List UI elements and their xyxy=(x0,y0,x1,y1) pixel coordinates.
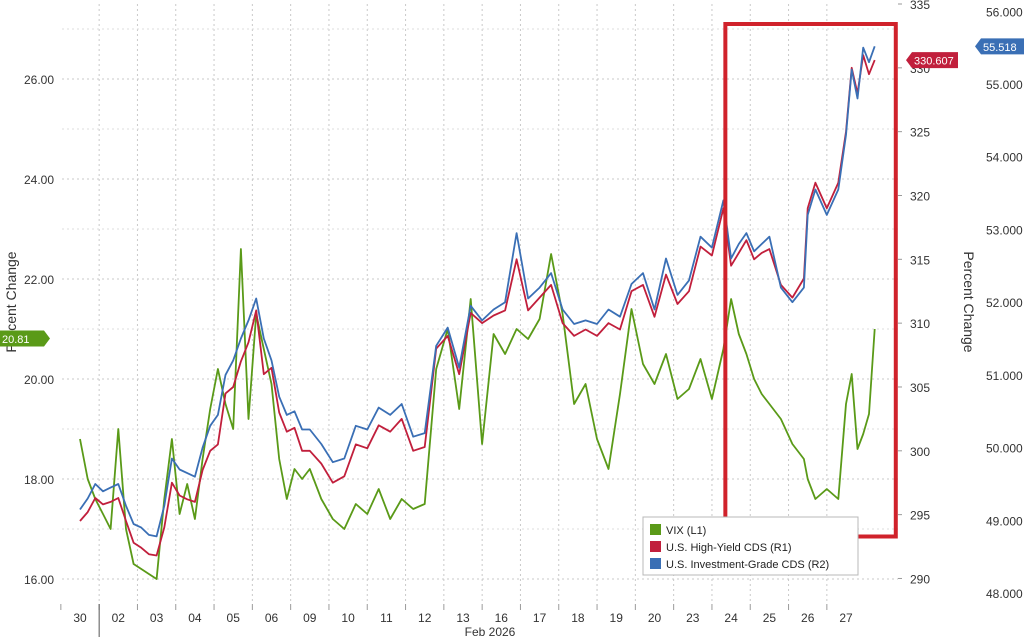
right1-tick-label: 335 xyxy=(910,0,930,12)
x-tick-label: 02 xyxy=(112,611,126,625)
series-line-0 xyxy=(79,248,876,580)
x-tick-label: 13 xyxy=(456,611,470,625)
x-tick-label: 11 xyxy=(380,611,393,625)
right2-tick-label: 49.000 xyxy=(986,514,1023,528)
x-tick-label: 03 xyxy=(150,611,164,625)
x-tick-label: 23 xyxy=(686,611,700,625)
x-tick-label: 09 xyxy=(303,611,317,625)
right2-tick-label: 48.000 xyxy=(986,587,1023,601)
right1-tick-label: 300 xyxy=(910,445,930,459)
series-layer xyxy=(79,45,876,580)
x-tick-label: 18 xyxy=(571,611,585,625)
left-tick-label: 20.00 xyxy=(24,373,54,387)
right1-tick-label: 295 xyxy=(910,509,930,523)
x-tick-label: 24 xyxy=(724,611,738,625)
right2-tick-label: 50.000 xyxy=(986,442,1023,456)
series-line-1 xyxy=(79,54,876,557)
right1-tick-label: 315 xyxy=(910,253,930,267)
legend-label-1: U.S. High-Yield CDS (R1) xyxy=(666,542,792,554)
left-tick-label: 22.00 xyxy=(24,273,54,287)
legend-swatch-1 xyxy=(650,541,661,552)
axes: 30 02 03 04 05 06 09 10 11 12 13 16 17 18 19 20 23 24 25 26… xyxy=(3,0,1023,639)
left-tick-label: 24.00 xyxy=(24,173,54,187)
legend-swatch-0 xyxy=(650,524,661,535)
value-tag-text-0: 20.81 xyxy=(2,334,30,346)
x-tick-label: 19 xyxy=(610,611,624,625)
right2-tick-label: 52.000 xyxy=(986,296,1023,310)
right2-tick-label: 56.000 xyxy=(986,5,1023,19)
right2-tick-label: 53.000 xyxy=(986,223,1023,237)
series-line-2 xyxy=(79,45,876,538)
x-tick-label: 30 xyxy=(73,611,87,625)
left-axis-title: Percent Change xyxy=(3,251,19,352)
value-tag-text-1: 330.607 xyxy=(914,56,954,68)
legend-swatch-2 xyxy=(650,558,661,569)
x-tick-label: 10 xyxy=(341,611,355,625)
right1-tick-label: 325 xyxy=(910,126,930,140)
x-tick-label: 26 xyxy=(801,611,815,625)
value-tags: 20.81 330.607 55.518 xyxy=(0,38,1024,347)
right1-tick-label: 310 xyxy=(910,317,930,331)
left-tick-label: 18.00 xyxy=(24,473,54,487)
value-tag-bg-0 xyxy=(0,330,50,347)
x-tick-label: 25 xyxy=(763,611,777,625)
right1-tick-label: 320 xyxy=(910,189,930,203)
x-tick-label: 05 xyxy=(227,611,241,625)
right2-axis-title: Percent Change xyxy=(961,251,977,352)
value-tag-text-2: 55.518 xyxy=(983,42,1017,54)
grid-lines xyxy=(62,4,898,604)
x-tick-label: 27 xyxy=(839,611,853,625)
x-tick-label: 04 xyxy=(188,611,202,625)
right2-tick-label: 54.000 xyxy=(986,151,1023,165)
right2-tick-label: 55.000 xyxy=(986,78,1023,92)
x-tick-label: 16 xyxy=(495,611,509,625)
legend-label-0: VIX (L1) xyxy=(666,525,706,537)
x-tick-label: 06 xyxy=(265,611,279,625)
right1-tick-label: 305 xyxy=(910,381,930,395)
legend: VIX (L1) U.S. High-Yield CDS (R1) U.S. Inv… xyxy=(642,516,859,576)
x-tick-label: 20 xyxy=(648,611,662,625)
legend-box xyxy=(642,516,859,576)
left-tick-label: 16.00 xyxy=(24,573,54,587)
x-tick-label: 12 xyxy=(418,611,432,625)
left-tick-label: 26.00 xyxy=(24,73,54,87)
x-axis-label: Feb 2026 xyxy=(465,625,516,639)
right1-tick-label: 290 xyxy=(910,572,930,586)
legend-label-2: U.S. Investment-Grade CDS (R2) xyxy=(666,559,829,571)
value-tag-bg-2 xyxy=(975,38,1024,55)
value-tag-bg-1 xyxy=(906,52,958,69)
right2-tick-label: 51.000 xyxy=(986,369,1023,383)
x-tick-label: 17 xyxy=(533,611,547,625)
